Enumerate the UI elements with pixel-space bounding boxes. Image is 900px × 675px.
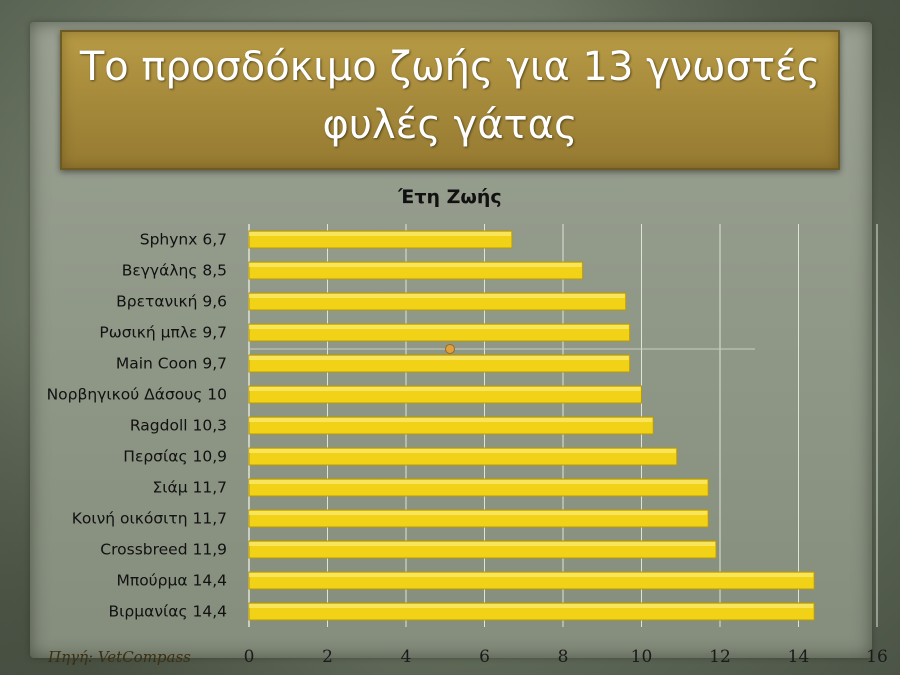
category-labels: Sphynx 6,7 Βεγγάλης 8,5 Βρετανική 9,6 Ρωσικ… xyxy=(47,231,227,621)
category-label: Μπούρμα 14,4 xyxy=(116,572,227,590)
category-label: Βρετανική 9,6 xyxy=(116,293,227,311)
bar-highlight xyxy=(249,387,641,391)
x-tick-label: 10 xyxy=(631,647,653,667)
category-label: Ρωσική μπλε 9,7 xyxy=(99,324,227,342)
bar-highlight xyxy=(249,356,629,360)
category-label: Νορβηγικού Δάσους 10 xyxy=(47,386,227,404)
x-tick-label: 14 xyxy=(788,647,810,667)
x-axis-tick-labels: 0 2 4 6 8 10 12 14 16 xyxy=(244,647,888,667)
category-label: Βιρμανίας 14,4 xyxy=(109,603,227,621)
x-tick-label: 4 xyxy=(401,647,412,667)
category-label: Περσίας 10,9 xyxy=(123,448,227,466)
bar-highlight xyxy=(249,573,814,577)
bar-highlight xyxy=(249,325,629,329)
title-box: Το προσδόκιμο ζωής για 13 γνωστές φυλές … xyxy=(60,30,840,170)
bar-highlight xyxy=(249,232,511,236)
bars xyxy=(248,230,815,621)
bar-highlight xyxy=(249,294,625,298)
x-tick-label: 12 xyxy=(709,647,731,667)
slide-title: Το προσδόκιμο ζωής για 13 γνωστές φυλές … xyxy=(62,38,838,162)
center-marker xyxy=(250,344,755,354)
category-label: Sphynx 6,7 xyxy=(140,231,227,249)
bar-highlight xyxy=(249,449,676,453)
category-label: Main Coon 9,7 xyxy=(116,355,227,373)
x-tick-label: 2 xyxy=(322,647,333,667)
x-tick-label: 16 xyxy=(866,647,888,667)
category-label: Σιάμ 11,7 xyxy=(152,479,227,497)
crosshair-dot xyxy=(445,344,455,354)
category-label: Κοινή οικόσιτη 11,7 xyxy=(72,510,227,528)
category-label: Crossbreed 11,9 xyxy=(100,541,227,559)
x-tick-label: 0 xyxy=(244,647,255,667)
category-label: Βεγγάλης 8,5 xyxy=(122,262,227,280)
chart-title: Έτη Ζωής xyxy=(397,186,501,208)
bar-highlight xyxy=(249,542,716,546)
bar-highlight xyxy=(249,480,708,484)
slide-title-line-1: Το προσδόκιμο ζωής για 13 γνωστές xyxy=(79,44,821,90)
bar-highlight xyxy=(249,418,653,422)
bar-highlight xyxy=(249,511,708,515)
bar-highlight xyxy=(249,604,814,608)
source-note: Πηγή: VetCompass xyxy=(48,648,191,666)
x-tick-label: 6 xyxy=(479,647,490,667)
category-label: Ragdoll 10,3 xyxy=(130,417,227,435)
slide-title-line-2: φυλές γάτας xyxy=(322,102,578,148)
x-tick-label: 8 xyxy=(558,647,569,667)
bar-highlight xyxy=(249,263,582,267)
